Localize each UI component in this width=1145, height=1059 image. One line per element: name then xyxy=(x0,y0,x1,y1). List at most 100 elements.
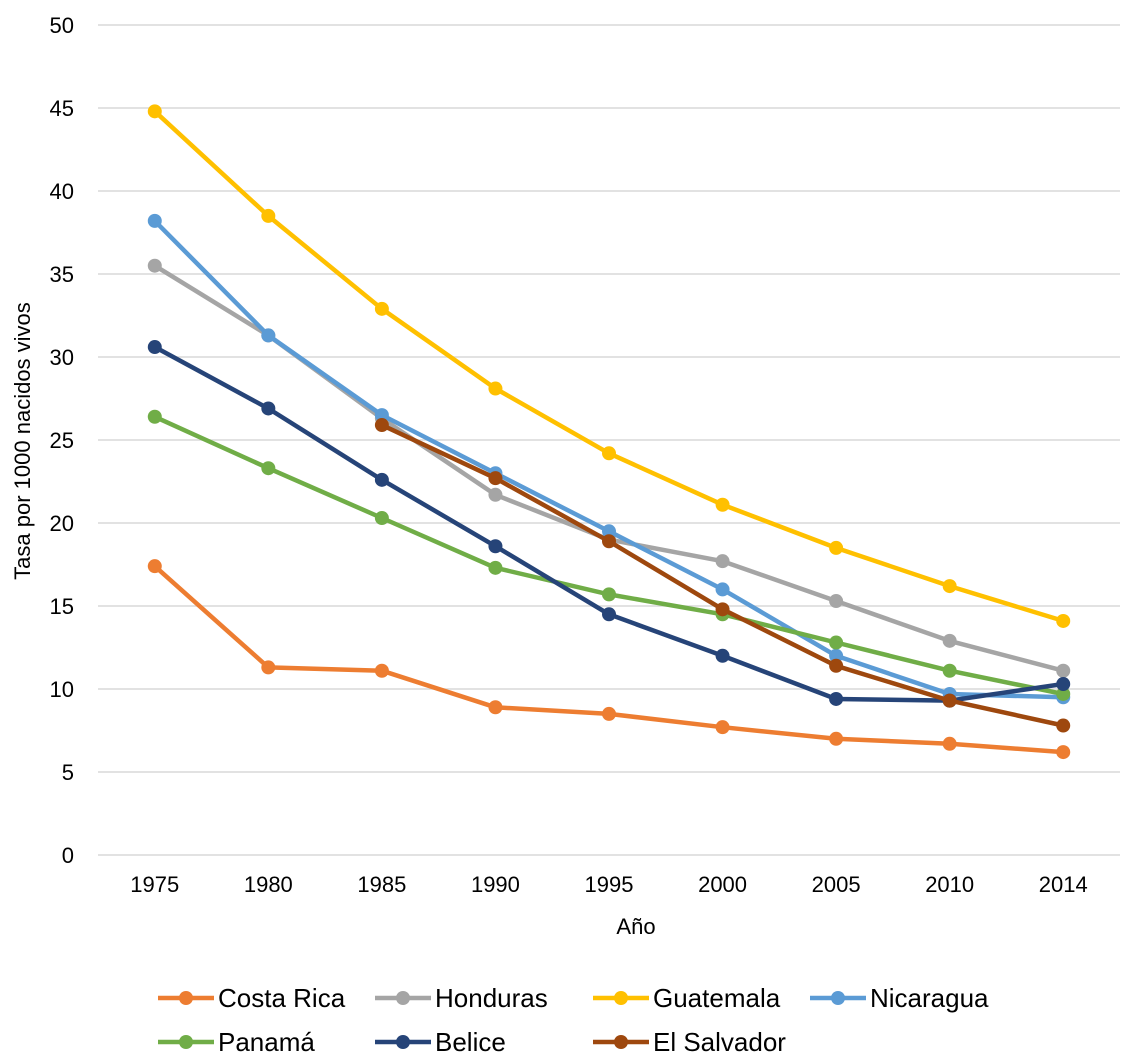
data-point xyxy=(147,104,162,119)
data-point xyxy=(261,208,276,223)
data-point xyxy=(602,706,616,721)
legend-label: Guatemala xyxy=(653,983,781,1013)
x-tick-label: 1985 xyxy=(357,872,406,897)
data-point xyxy=(488,471,503,486)
x-tick-label: 2010 xyxy=(925,872,974,897)
data-point xyxy=(602,607,616,622)
data-point xyxy=(488,381,503,396)
data-point xyxy=(942,736,957,751)
x-tick-label: 2000 xyxy=(698,872,747,897)
data-point xyxy=(829,540,844,555)
y-tick-label: 5 xyxy=(62,760,74,785)
data-point xyxy=(715,582,730,597)
data-point xyxy=(829,635,844,650)
data-point xyxy=(829,594,844,609)
data-point xyxy=(715,554,730,569)
data-point xyxy=(602,534,616,549)
series-6 xyxy=(374,418,1071,733)
data-point xyxy=(1056,613,1071,628)
y-axis-title: Tasa por 1000 nacidos vivos xyxy=(10,302,35,580)
data-point xyxy=(374,472,389,487)
legend-item: Belice xyxy=(375,1027,506,1057)
series-line xyxy=(379,422,1066,728)
legend-swatch-marker xyxy=(614,1035,628,1049)
data-point xyxy=(1056,663,1071,678)
x-axis-ticks: 1975 1980 1985 1990 1995 2000 2005 2010 2014 xyxy=(130,872,1087,897)
legend-item: Honduras xyxy=(375,983,548,1013)
legend-item: El Salvador xyxy=(593,1027,786,1057)
data-point xyxy=(488,560,503,575)
data-point xyxy=(1056,718,1071,733)
data-point xyxy=(942,693,957,708)
data-point xyxy=(261,660,276,675)
legend-swatch-marker xyxy=(179,991,193,1005)
legend-item: Guatemala xyxy=(593,983,781,1013)
data-point xyxy=(602,446,616,461)
legend-swatch-marker xyxy=(614,991,628,1005)
x-tick-label: 2014 xyxy=(1039,872,1088,897)
series-3 xyxy=(147,213,1071,705)
data-point xyxy=(374,418,389,433)
data-point xyxy=(261,401,276,416)
legend-label: El Salvador xyxy=(653,1027,786,1057)
data-point xyxy=(1056,745,1071,760)
data-point xyxy=(488,539,503,554)
x-tick-label: 1980 xyxy=(244,872,293,897)
x-tick-label: 1990 xyxy=(471,872,520,897)
series-group xyxy=(147,104,1071,760)
y-tick-label: 10 xyxy=(50,677,74,702)
legend-item: Costa Rica xyxy=(158,983,346,1013)
data-point xyxy=(829,648,844,663)
data-point xyxy=(1056,686,1071,701)
series-0 xyxy=(147,559,1071,760)
data-point xyxy=(147,559,162,574)
legend-label: Costa Rica xyxy=(218,983,346,1013)
data-point xyxy=(715,602,730,617)
data-point xyxy=(147,409,162,424)
legend-swatch-marker xyxy=(831,991,845,1005)
data-point xyxy=(602,524,616,539)
data-point xyxy=(488,700,503,715)
data-point xyxy=(942,579,957,594)
data-point xyxy=(715,497,730,512)
legend-label: Nicaragua xyxy=(870,983,989,1013)
data-point xyxy=(374,301,389,316)
data-point xyxy=(488,487,503,502)
legend: Costa Rica Honduras Guatemala Nicaragua Pana… xyxy=(158,983,989,1057)
data-point xyxy=(261,461,276,476)
legend-item: Nicaragua xyxy=(810,983,989,1013)
y-tick-label: 45 xyxy=(50,96,74,121)
series-5 xyxy=(147,340,1071,708)
legend-label: Belice xyxy=(435,1027,506,1057)
legend-item: Panamá xyxy=(158,1027,315,1057)
y-tick-label: 0 xyxy=(62,843,74,868)
y-tick-label: 40 xyxy=(50,179,74,204)
y-axis-ticks: 0 5 10 15 20 25 30 35 40 45 50 xyxy=(50,13,74,868)
data-point xyxy=(942,633,957,648)
gridlines xyxy=(98,24,1120,856)
data-point xyxy=(374,511,389,526)
y-tick-label: 50 xyxy=(50,13,74,38)
y-tick-label: 30 xyxy=(50,345,74,370)
data-point xyxy=(942,663,957,678)
data-point xyxy=(829,691,844,706)
series-2 xyxy=(147,104,1071,628)
data-point xyxy=(1056,677,1071,692)
data-point xyxy=(829,658,844,673)
data-point xyxy=(715,720,730,735)
y-tick-label: 35 xyxy=(50,262,74,287)
series-line xyxy=(152,344,1066,703)
data-point xyxy=(147,258,162,273)
legend-swatch-marker xyxy=(396,991,410,1005)
data-point xyxy=(147,213,162,228)
x-tick-label: 2005 xyxy=(812,872,861,897)
data-point xyxy=(715,648,730,663)
legend-label: Panamá xyxy=(218,1027,315,1057)
data-point xyxy=(602,587,616,602)
x-axis-title: Año xyxy=(616,914,655,939)
x-tick-label: 1995 xyxy=(585,872,634,897)
legend-swatch-marker xyxy=(396,1035,410,1049)
data-point xyxy=(374,663,389,678)
x-tick-label: 1975 xyxy=(130,872,179,897)
